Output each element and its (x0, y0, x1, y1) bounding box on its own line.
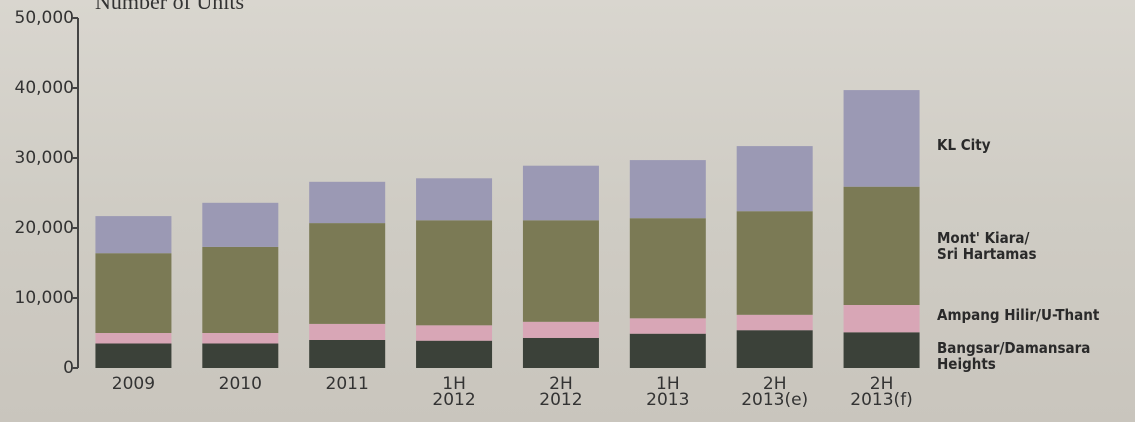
x-tick-label: 2011 (325, 374, 369, 394)
bar-segment (309, 323, 386, 340)
bar-segment (736, 146, 813, 212)
bar-segment (843, 186, 920, 305)
bar-segment (843, 305, 920, 333)
bar-segment (629, 218, 706, 319)
bar-segment (736, 314, 813, 331)
bar-segment (843, 332, 920, 368)
y-tick-label: 0 (63, 358, 74, 378)
bar-segment (202, 202, 279, 247)
legend-label: KL City (937, 136, 991, 154)
y-tick-label: 30,000 (15, 148, 74, 168)
x-tick-label: 2H 2013(f) (850, 374, 913, 410)
bar-segment (416, 220, 493, 326)
chart-title: Number of Units (95, 0, 244, 14)
bar-segment (202, 246, 279, 333)
bar-segment (202, 333, 279, 344)
y-tick-label: 10,000 (15, 288, 74, 308)
x-tick-label: 2H 2012 (539, 374, 583, 410)
y-tick-label: 40,000 (15, 78, 74, 98)
bar-segment (522, 220, 599, 322)
y-tick-label: 50,000 (15, 8, 74, 28)
x-tick-label: 2009 (111, 374, 156, 394)
y-tick-label: 20,000 (15, 218, 74, 238)
bar-segment (416, 178, 493, 221)
bar-segment (629, 318, 706, 334)
bar-segment (629, 160, 706, 219)
bar-segment (736, 330, 813, 368)
x-tick-label: 2010 (218, 374, 262, 394)
bar-segment (522, 337, 599, 368)
legend-label: Bangsar/Damansara Heights (937, 339, 1091, 373)
bar-segment (736, 211, 813, 315)
bar-segment (202, 343, 279, 368)
bar-segment (95, 333, 172, 344)
x-tick-label: 1H 2013 (646, 374, 690, 410)
bar-segment (95, 343, 172, 368)
bar-segment (843, 90, 920, 187)
bar-segment (309, 181, 386, 224)
legend-label: Mont' Kiara/ Sri Hartamas (937, 229, 1037, 263)
bar-segment (416, 325, 493, 341)
bar-segment (309, 223, 386, 324)
bar-segment (309, 340, 386, 368)
legend-label: Ampang Hilir/U-Thant (937, 306, 1100, 324)
bar-segment (95, 216, 172, 254)
bar-segment (522, 165, 599, 221)
x-tick-label: 1H 2012 (432, 374, 476, 410)
bar-segment (416, 340, 493, 368)
bar-segment (522, 321, 599, 338)
bar-segment (629, 333, 706, 368)
bar-segment (95, 253, 172, 333)
x-tick-label: 2H 2013(e) (741, 374, 809, 410)
